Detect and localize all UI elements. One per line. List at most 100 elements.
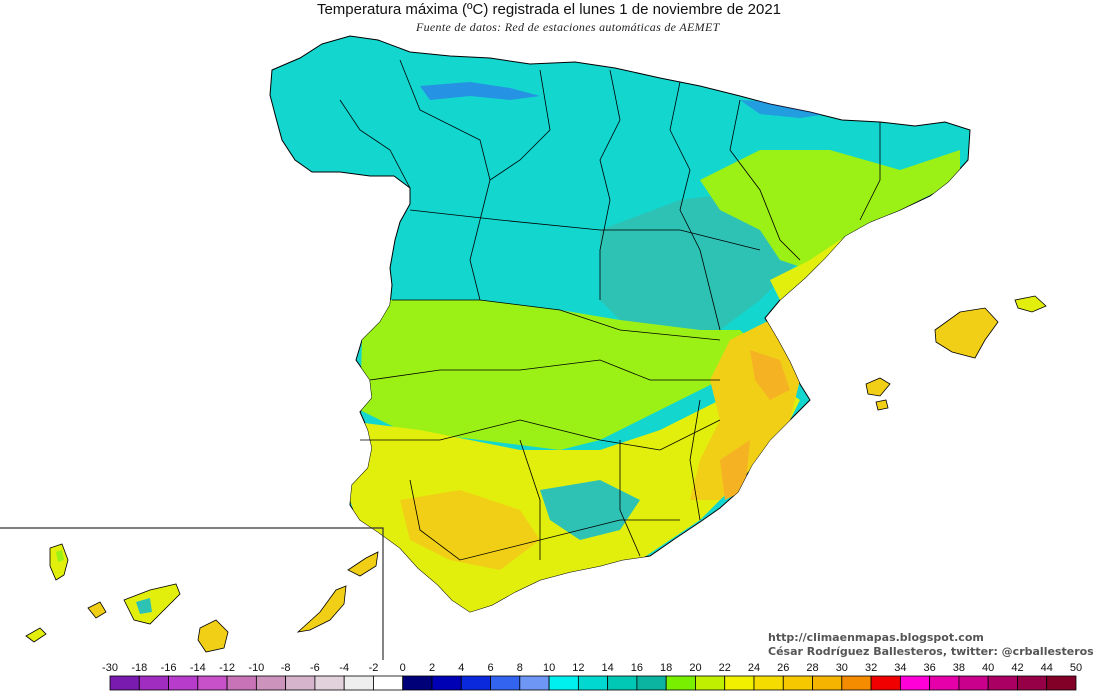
legend-tick-label: -2 [368, 662, 379, 674]
border-line [399, 59, 491, 181]
legend-swatch [548, 675, 579, 691]
inset-frame [0, 527, 384, 660]
legend-swatch [899, 675, 931, 691]
legend-swatch [460, 675, 491, 691]
zone-cold-cantabrian [420, 82, 540, 100]
legend-tick-label: 38 [952, 662, 966, 674]
legend-swatch [402, 675, 433, 691]
legend-swatch [1046, 675, 1077, 691]
border-line [369, 359, 720, 381]
province-borders [339, 59, 881, 561]
la-palma-peak [56, 550, 64, 562]
gran-canaria [197, 619, 229, 653]
legend-tick-label: -18 [131, 662, 148, 674]
legend-swatch [987, 675, 1018, 691]
legend-tick-label: 0 [399, 662, 406, 674]
legend-tick-label: 44 [1040, 662, 1053, 674]
legend-swatch [197, 675, 228, 691]
legend-tick-label: 42 [1011, 662, 1024, 674]
legend-tick-label: 20 [689, 662, 702, 674]
zone-cold-pyrenees [740, 100, 840, 118]
blog-url[interactable]: http://climaenmapas.blogspot.com [768, 631, 984, 644]
border-line [859, 122, 881, 221]
author-credit: César Rodríguez Ballesteros, twitter: @c… [768, 645, 1094, 658]
legend-swatch [109, 675, 140, 691]
legend-swatch [753, 675, 784, 691]
legend-tick-label: 26 [777, 662, 790, 674]
legend-swatch [1017, 675, 1048, 691]
legend-tick-label: 2 [428, 662, 436, 674]
legend-swatch [314, 675, 345, 691]
border-line [360, 419, 721, 451]
legend-tick-label: 40 [982, 662, 995, 674]
legend-tick-label: 12 [572, 662, 585, 674]
border-line [392, 299, 721, 341]
canary-inset [0, 527, 384, 660]
legend-tick-label: -8 [280, 662, 291, 674]
zone-cool-sierra [540, 480, 640, 540]
legend-swatch [958, 675, 989, 691]
temperature-zones [340, 82, 960, 612]
data-source-note: Fuente de datos: Red de estaciones autom… [416, 20, 720, 34]
balearic-islands [865, 295, 1047, 411]
legend-swatch [490, 675, 521, 691]
legend-swatch [929, 675, 960, 691]
ibiza [865, 377, 891, 397]
la-gomera [87, 601, 107, 619]
legend-tick-label: 6 [487, 662, 494, 674]
border-line [409, 479, 680, 561]
legend-swatch [431, 675, 462, 691]
border-line [619, 440, 641, 557]
legend-tick-label: 16 [630, 662, 644, 674]
legend-tick-label: 30 [835, 662, 848, 674]
legend-swatch [168, 675, 199, 691]
border-line [409, 209, 761, 251]
la-palma [49, 543, 69, 581]
legend-swatch [636, 675, 667, 691]
legend-swatch [607, 675, 638, 691]
legend-tick-label: 32 [864, 662, 878, 674]
legend-swatch [782, 675, 813, 691]
border-line [339, 99, 411, 189]
legend-tick-label: -16 [160, 662, 177, 674]
legend-tick-label: 18 [660, 662, 673, 674]
legend-tick-label: -4 [339, 662, 350, 674]
menorca [1014, 295, 1047, 313]
legend-tick-label: 36 [923, 662, 936, 674]
legend-tick-label: -10 [248, 662, 265, 674]
zone-very-hot-valencia [750, 350, 790, 400]
lanzarote [347, 551, 379, 577]
zone-hot-guadalquivir [400, 490, 540, 570]
teide-area [136, 598, 152, 614]
border-line [469, 69, 551, 301]
border-line [729, 99, 801, 261]
legend-swatch [577, 675, 609, 691]
legend-tick-label: -6 [310, 662, 320, 674]
map-title: Temperatura máxima (ºC) registrada el lu… [316, 1, 782, 18]
legend-tick-label: 10 [542, 662, 556, 674]
legend-tick-label: 50 [1069, 662, 1083, 674]
legend-tick-label: 34 [894, 662, 907, 674]
legend-swatch [285, 675, 316, 691]
tenerife [123, 583, 181, 625]
border-line [599, 69, 621, 300]
border-line [669, 81, 721, 331]
legend-tick-label: 8 [516, 662, 523, 674]
legend-tick-label: -12 [219, 662, 236, 674]
legend-swatch [841, 675, 872, 691]
legend-swatch [724, 675, 755, 691]
zone-mild-northeast [700, 150, 960, 270]
border-line [519, 439, 541, 560]
mallorca [934, 307, 999, 359]
formentera [875, 399, 889, 411]
legend-swatch [343, 675, 374, 691]
zone-mild [360, 300, 760, 450]
el-hierro [25, 627, 47, 643]
legend-tick-label: 22 [718, 662, 731, 674]
legend-tick-label: 14 [601, 662, 614, 674]
legend-swatch [665, 675, 696, 691]
legend-swatch [226, 675, 257, 691]
legend-swatch [519, 675, 550, 691]
